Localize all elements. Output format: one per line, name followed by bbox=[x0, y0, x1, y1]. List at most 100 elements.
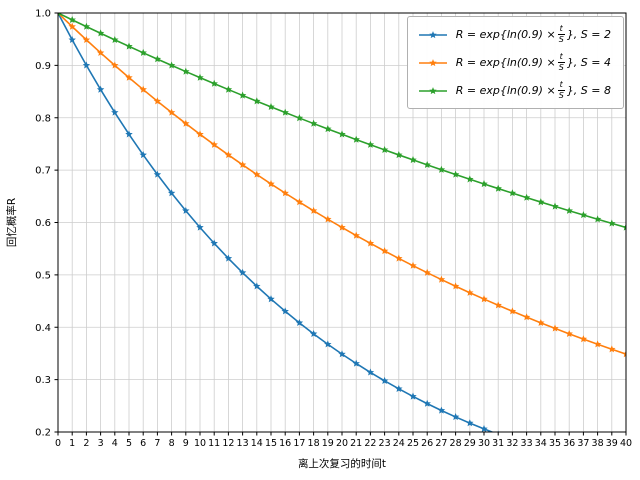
x-tick-label: 18 bbox=[308, 438, 320, 449]
legend-label: R = exp{ln(0.9) × t S}, S = 2 bbox=[455, 24, 611, 44]
data-marker bbox=[366, 239, 375, 247]
data-marker bbox=[281, 307, 289, 315]
data-marker bbox=[267, 103, 275, 111]
data-marker bbox=[395, 384, 403, 392]
data-marker bbox=[139, 48, 147, 56]
data-marker bbox=[224, 151, 233, 159]
x-tick-label: 37 bbox=[577, 438, 589, 449]
y-axis-label: 回忆概率R bbox=[5, 198, 18, 247]
x-tick-label: 24 bbox=[393, 438, 405, 449]
x-tick-label: 31 bbox=[492, 438, 504, 449]
data-marker bbox=[423, 399, 431, 407]
data-marker bbox=[338, 223, 346, 231]
x-tick-label: 5 bbox=[126, 438, 132, 449]
data-marker bbox=[352, 231, 360, 239]
y-tick-label: 1.0 bbox=[35, 9, 51, 20]
data-marker bbox=[196, 73, 204, 81]
data-marker bbox=[366, 140, 375, 148]
data-marker bbox=[380, 376, 389, 384]
data-marker bbox=[267, 295, 275, 303]
x-tick-label: 26 bbox=[421, 438, 433, 449]
data-marker bbox=[608, 219, 616, 227]
data-marker bbox=[409, 392, 417, 400]
legend-swatch bbox=[418, 86, 447, 94]
x-tick-label: 29 bbox=[464, 438, 476, 449]
data-marker bbox=[429, 30, 437, 38]
data-marker bbox=[253, 170, 261, 178]
data-marker bbox=[96, 48, 105, 56]
data-marker bbox=[494, 184, 502, 192]
data-marker bbox=[267, 180, 275, 188]
x-tick-label: 0 bbox=[55, 438, 61, 449]
x-tick-label: 27 bbox=[435, 438, 447, 449]
data-marker bbox=[281, 108, 289, 116]
data-marker bbox=[309, 206, 318, 214]
x-tick-label: 32 bbox=[506, 438, 518, 449]
data-marker bbox=[522, 193, 531, 201]
data-marker bbox=[96, 85, 105, 93]
data-marker bbox=[295, 114, 304, 122]
x-tick-label: 16 bbox=[279, 438, 291, 449]
data-marker bbox=[295, 318, 304, 327]
data-marker bbox=[508, 189, 517, 197]
data-marker bbox=[352, 359, 360, 367]
data-marker bbox=[210, 79, 218, 87]
data-marker bbox=[96, 29, 105, 37]
data-marker bbox=[593, 340, 602, 348]
x-tick-label: 35 bbox=[549, 438, 561, 449]
x-tick-label: 30 bbox=[478, 438, 490, 449]
x-tick-label: 38 bbox=[592, 438, 604, 449]
x-tick-label: 22 bbox=[364, 438, 376, 449]
data-marker bbox=[210, 239, 218, 247]
data-marker bbox=[324, 215, 332, 223]
x-tick-label: 23 bbox=[379, 438, 391, 449]
x-tick-label: 33 bbox=[521, 438, 533, 449]
x-tick-label: 34 bbox=[535, 438, 547, 449]
data-marker bbox=[167, 189, 176, 197]
x-tick-label: 13 bbox=[237, 438, 249, 449]
data-marker bbox=[451, 170, 460, 178]
data-marker bbox=[480, 295, 488, 303]
data-marker bbox=[82, 61, 91, 69]
data-marker bbox=[210, 140, 218, 148]
data-marker bbox=[451, 413, 460, 421]
data-marker bbox=[111, 61, 119, 69]
data-marker bbox=[480, 180, 488, 188]
legend-swatch bbox=[418, 30, 447, 38]
data-marker bbox=[409, 261, 417, 269]
data-marker bbox=[82, 22, 91, 30]
data-marker bbox=[153, 170, 162, 178]
x-tick-label: 12 bbox=[222, 438, 234, 449]
x-tick-label: 11 bbox=[208, 438, 220, 449]
data-marker bbox=[352, 135, 360, 143]
data-marker bbox=[224, 254, 233, 262]
data-marker bbox=[58, 13, 61, 17]
data-marker bbox=[437, 406, 446, 414]
legend-entry: R = exp{ln(0.9) × t S}, S = 8 bbox=[418, 81, 611, 100]
data-marker bbox=[238, 160, 247, 168]
data-marker bbox=[551, 324, 559, 332]
data-marker bbox=[68, 15, 76, 24]
x-tick-label: 6 bbox=[140, 438, 146, 449]
data-marker bbox=[238, 91, 247, 99]
data-marker bbox=[508, 307, 517, 315]
data-marker bbox=[82, 35, 91, 44]
data-marker bbox=[395, 254, 403, 262]
data-marker bbox=[125, 130, 133, 138]
x-tick-label: 36 bbox=[563, 438, 575, 449]
data-marker bbox=[182, 206, 190, 214]
data-marker bbox=[324, 125, 332, 133]
legend-entry: R = exp{ln(0.9) × t S}, S = 2 bbox=[418, 25, 611, 44]
data-marker bbox=[224, 85, 233, 93]
y-tick-label: 0.2 bbox=[35, 428, 51, 439]
data-marker bbox=[579, 211, 588, 219]
x-tick-label: 3 bbox=[98, 438, 104, 449]
data-marker bbox=[167, 61, 176, 69]
y-tick-label: 0.4 bbox=[35, 323, 51, 334]
legend-entry: R = exp{ln(0.9) × t S}, S = 4 bbox=[418, 53, 611, 72]
data-marker bbox=[522, 313, 531, 321]
data-marker bbox=[153, 55, 162, 63]
data-marker bbox=[68, 22, 76, 30]
